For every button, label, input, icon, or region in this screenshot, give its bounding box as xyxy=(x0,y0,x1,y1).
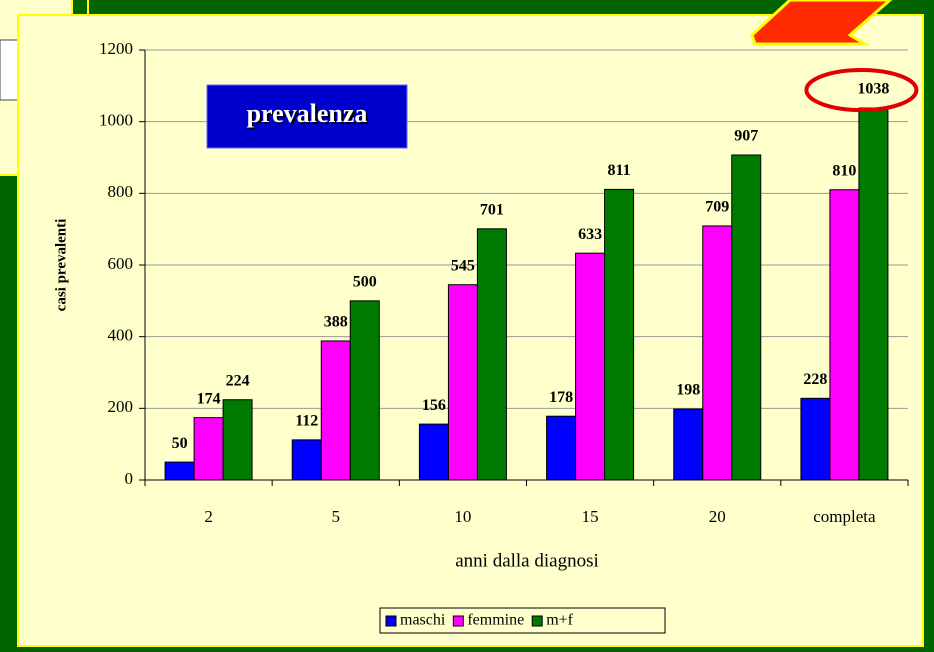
x-tick-label: completa xyxy=(813,507,876,526)
y-tick-label: 1000 xyxy=(99,111,133,130)
clipped-box xyxy=(0,39,19,101)
x-tick-label: 20 xyxy=(709,507,726,526)
bar xyxy=(702,225,733,481)
data-label: 701 xyxy=(480,201,504,218)
bar xyxy=(731,154,762,481)
data-label: 810 xyxy=(832,162,856,179)
bar xyxy=(546,415,577,481)
bar xyxy=(193,417,224,481)
x-tick-label: 15 xyxy=(582,507,599,526)
bar xyxy=(349,300,380,481)
x-tick-label: 5 xyxy=(332,507,341,526)
bar xyxy=(418,423,449,481)
bar xyxy=(164,461,195,481)
data-label: 545 xyxy=(451,257,475,274)
legend-label: maschi xyxy=(400,612,446,629)
legend-label: femmine xyxy=(467,612,524,629)
data-label: 388 xyxy=(324,314,348,331)
data-label: 907 xyxy=(734,128,758,145)
legend xyxy=(379,607,666,634)
data-label: 633 xyxy=(578,226,602,243)
bar xyxy=(320,340,351,481)
bar xyxy=(800,397,831,481)
legend-swatch xyxy=(531,615,543,627)
x-axis-label: anni dalla diagnosi xyxy=(455,550,599,571)
bar xyxy=(673,408,704,481)
y-axis-label: casi prevalenti xyxy=(53,219,69,312)
data-label: 224 xyxy=(226,372,250,389)
y-tick-label: 800 xyxy=(108,182,134,201)
annotation: prevalenza xyxy=(247,99,368,128)
data-label: 198 xyxy=(676,382,700,399)
bar xyxy=(291,439,322,481)
data-label: 156 xyxy=(422,397,446,414)
y-tick-label: 400 xyxy=(108,326,134,345)
bar xyxy=(447,284,478,481)
data-label: 112 xyxy=(295,413,318,430)
data-label: 709 xyxy=(705,199,729,216)
bar xyxy=(575,252,606,481)
bar xyxy=(222,399,253,481)
bar xyxy=(829,189,860,481)
annotation-shadow: prevalenza xyxy=(249,101,370,130)
legend-swatch xyxy=(385,615,397,627)
data-label: 500 xyxy=(353,274,377,291)
bar xyxy=(476,228,507,481)
x-tick-label: 10 xyxy=(454,507,471,526)
legend-swatch xyxy=(452,615,464,627)
bar xyxy=(604,188,635,481)
data-label: 811 xyxy=(608,162,631,179)
x-tick-label: 2 xyxy=(204,507,213,526)
y-tick-label: 1200 xyxy=(99,39,133,58)
y-tick-label: 200 xyxy=(108,397,134,416)
highlight-ellipse xyxy=(804,68,919,113)
y-tick-label: 0 xyxy=(125,469,134,488)
data-label: 228 xyxy=(803,371,827,388)
y-tick-label: 600 xyxy=(108,254,134,273)
data-label: 178 xyxy=(549,389,573,406)
legend-label: m+f xyxy=(546,612,573,629)
data-label: 174 xyxy=(197,390,221,407)
annotation-box xyxy=(206,84,408,149)
data-label: 1038 xyxy=(857,81,889,98)
arrow xyxy=(750,0,893,46)
data-label: 50 xyxy=(172,435,188,452)
bar xyxy=(858,107,889,481)
